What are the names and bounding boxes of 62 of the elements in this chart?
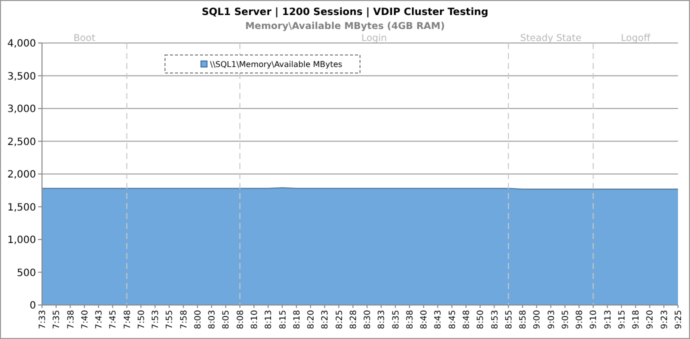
y-tick-label: 4,000 — [7, 38, 36, 50]
x-tick-label: 9:13 — [603, 310, 614, 330]
x-tick-label: 7:33 — [38, 310, 48, 330]
x-tick-label: 8:45 — [448, 310, 458, 330]
x-tick-label: 8:48 — [462, 310, 472, 330]
x-tick-label: 8:05 — [222, 310, 232, 330]
x-tick-label: 8:38 — [405, 310, 416, 330]
chart-title: SQL1 Server | 1200 Sessions | VDIP Cluster Testing — [202, 7, 488, 18]
x-tick-label: 8:43 — [434, 310, 444, 330]
x-tick-label: 7:40 — [80, 310, 90, 330]
x-tick-label: 8:58 — [518, 310, 529, 330]
chart-subtitle: Memory\Available MBytes (4GB RAM) — [245, 21, 445, 32]
x-tick-label: 8:25 — [334, 310, 345, 330]
x-tick-label: 8:20 — [306, 310, 317, 330]
x-tick-label: 7:38 — [66, 310, 76, 330]
x-tick-label: 8:00 — [193, 310, 204, 330]
x-tick-label: 9:03 — [546, 310, 557, 330]
y-tick-label: 500 — [16, 268, 36, 279]
x-tick-label: 8:40 — [420, 310, 430, 330]
x-tick-label: 9:08 — [575, 310, 586, 330]
x-tick-label: 8:55 — [504, 310, 514, 330]
x-tick-label: 8:50 — [476, 310, 486, 330]
annotation: Boot — [73, 33, 96, 44]
x-tick-label: 9:15 — [617, 310, 628, 330]
x-tick-label: 9:20 — [646, 310, 656, 330]
y-tick-label: 3,500 — [7, 71, 36, 82]
x-tick-label: 7:55 — [165, 310, 176, 330]
x-tick-label: 9:25 — [674, 310, 684, 330]
x-tick-label: 9:00 — [532, 310, 543, 330]
x-tick-label: 8:08 — [236, 310, 246, 330]
y-tick-label: 2,500 — [7, 136, 36, 148]
x-tick-label: 9:23 — [660, 310, 670, 330]
x-tick-label: 8:33 — [377, 310, 388, 330]
x-tick-label: 8:10 — [250, 310, 260, 330]
x-tick-label: 9:10 — [589, 310, 600, 330]
x-tick-label: 9:05 — [560, 310, 571, 330]
x-tick-label: 9:18 — [632, 310, 642, 330]
x-tick-label: 7:45 — [108, 310, 119, 330]
x-tick-label: 8:18 — [292, 310, 302, 330]
x-tick-label: 8:53 — [490, 310, 500, 330]
x-tick-label: 7:43 — [94, 310, 105, 330]
annotation: Login — [361, 33, 387, 44]
y-tick-label: 1,500 — [7, 202, 36, 214]
x-tick-label: 8:35 — [391, 310, 402, 330]
x-tick-label: 7:35 — [52, 310, 62, 330]
legend-label: \\SQL1\Memory\Available MBytes — [210, 60, 342, 69]
x-tick-label: 7:48 — [122, 310, 133, 330]
y-tick-label: 0 — [30, 300, 36, 312]
x-tick-label: 8:30 — [363, 310, 374, 330]
y-tick-label: 3,000 — [7, 104, 36, 115]
y-tick-label: 1,000 — [7, 235, 36, 246]
x-tick-label: 7:53 — [151, 310, 162, 330]
y-tick-label: 2,000 — [7, 170, 36, 180]
x-tick-label: 8:15 — [278, 310, 288, 330]
annotation: Steady State — [520, 33, 582, 44]
x-tick-label: 8:13 — [264, 310, 274, 330]
x-tick-label: 8:28 — [348, 310, 359, 330]
x-tick-label: 7:50 — [136, 310, 147, 330]
x-tick-label: 8:23 — [320, 310, 331, 330]
x-tick-label: 8:03 — [208, 310, 218, 330]
annotation: Logoff — [620, 33, 651, 44]
x-tick-label: 7:58 — [179, 310, 190, 330]
